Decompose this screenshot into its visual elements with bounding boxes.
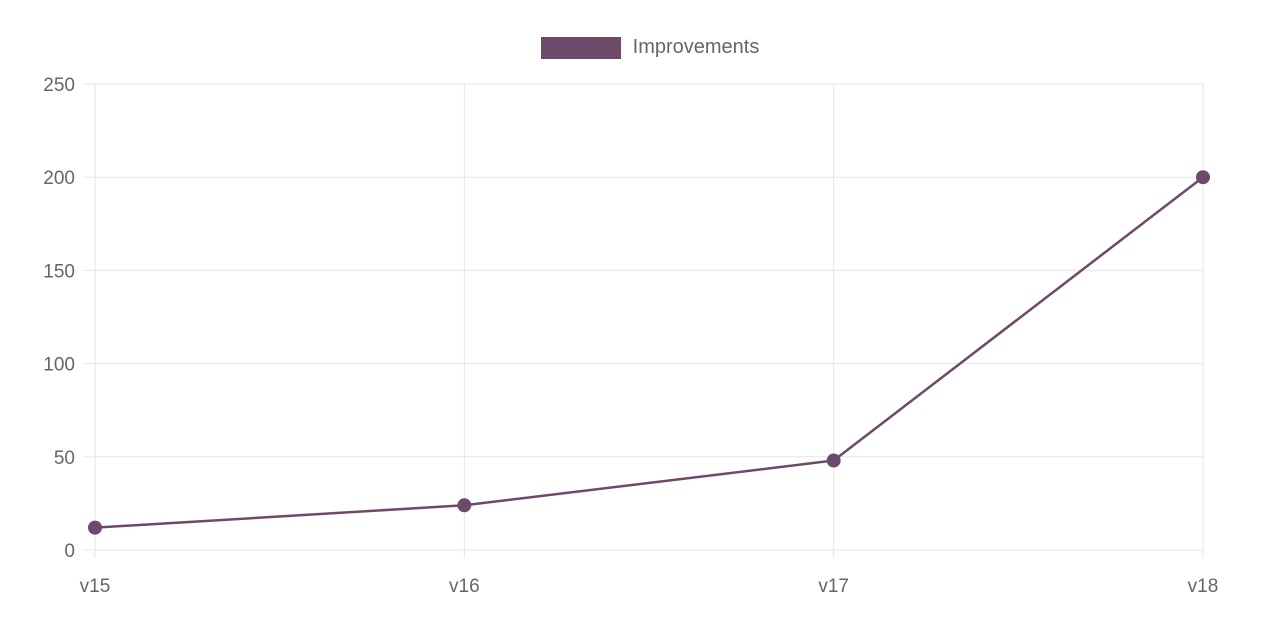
y-axis-tick-label: 0 [64,541,75,562]
data-line [94,176,1204,529]
y-axis-tick-label: 100 [43,355,75,376]
y-axis-tick-label: 200 [43,168,75,189]
chart-legend[interactable]: Improvements [0,36,1268,59]
y-axis-tick-label: 250 [43,75,75,96]
x-axis-tick-label: v16 [449,576,480,597]
x-axis-tick-label: v18 [1188,576,1219,597]
legend-color-swatch [540,36,621,59]
data-point[interactable] [826,453,841,468]
data-point[interactable] [88,520,102,535]
data-point[interactable] [457,498,472,513]
y-axis-tick-label: 50 [54,448,75,469]
y-axis-tick-label: 150 [43,261,75,282]
x-axis-tick-label: v15 [80,576,111,597]
legend-series-label: Improvements [632,36,760,58]
data-point[interactable] [1196,170,1210,185]
x-axis-tick-label: v17 [818,576,849,597]
